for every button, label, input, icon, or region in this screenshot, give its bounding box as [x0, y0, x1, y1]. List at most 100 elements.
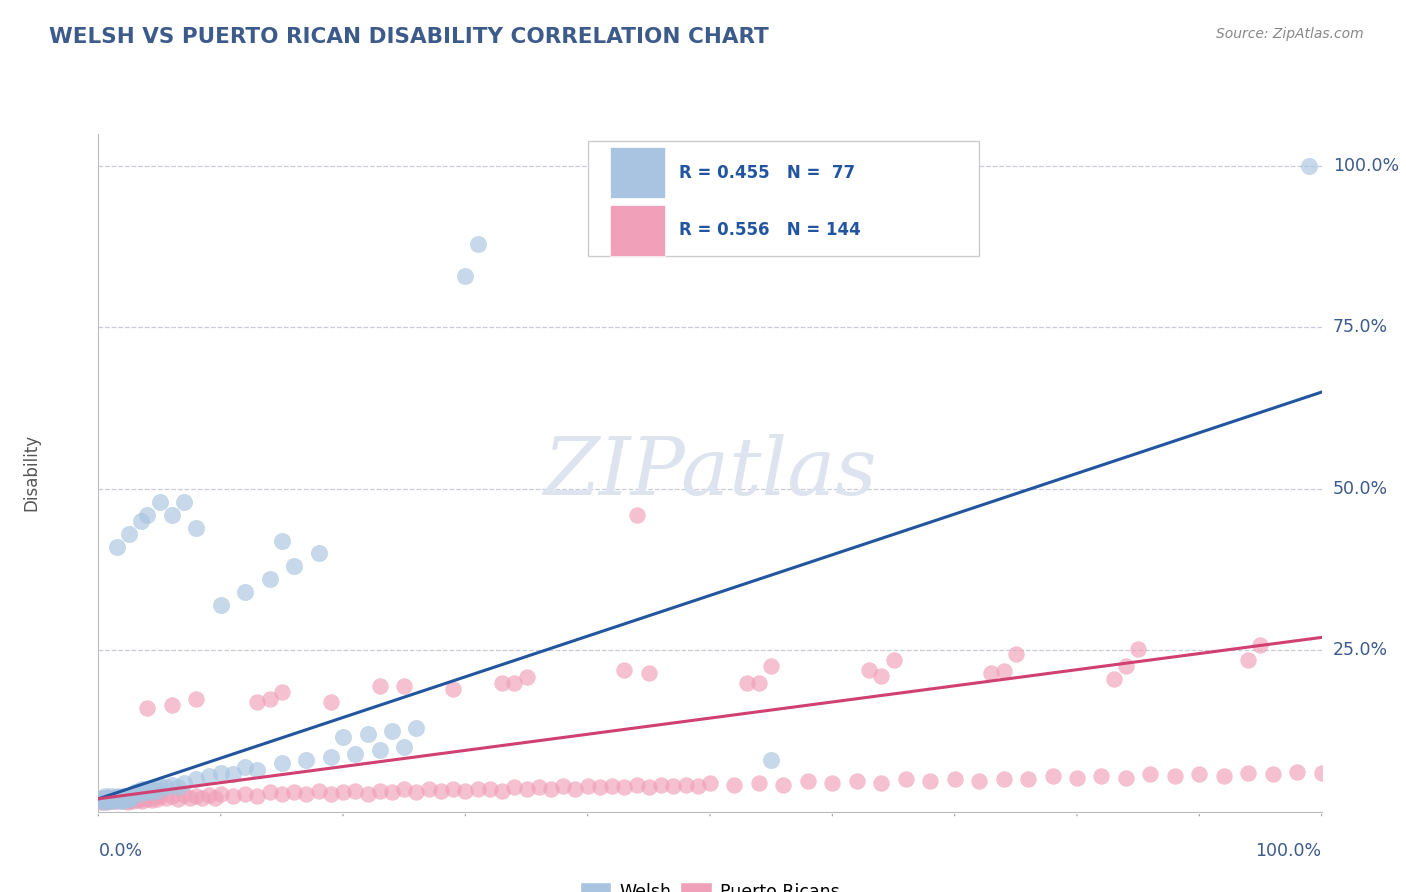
Point	[1286, 764, 1309, 779]
Point	[118, 789, 141, 803]
Point	[662, 779, 685, 793]
Point	[344, 784, 367, 798]
Point	[89, 793, 111, 807]
Point	[108, 794, 131, 808]
Point	[1115, 771, 1137, 785]
Point	[129, 514, 152, 528]
Point	[1212, 769, 1234, 783]
Point	[93, 789, 115, 803]
Point	[259, 785, 281, 799]
Point	[1249, 638, 1271, 652]
Point	[98, 794, 121, 808]
Point	[139, 790, 162, 805]
Point	[143, 789, 166, 804]
Point	[675, 778, 697, 792]
Point	[1128, 642, 1150, 657]
Point	[600, 779, 623, 793]
Point	[120, 792, 142, 806]
Point	[197, 769, 219, 783]
Point	[97, 790, 120, 805]
Point	[1017, 772, 1039, 787]
Point	[283, 559, 305, 574]
Point	[124, 790, 146, 805]
FancyBboxPatch shape	[588, 141, 979, 256]
Point	[179, 790, 201, 805]
Point	[381, 724, 404, 739]
Text: Disability: Disability	[22, 434, 41, 511]
Point	[1188, 767, 1211, 781]
Point	[94, 793, 117, 807]
Point	[1310, 766, 1333, 780]
Point	[167, 792, 190, 806]
Point	[111, 792, 134, 806]
Text: 25.0%: 25.0%	[1333, 641, 1388, 659]
Point	[91, 794, 114, 808]
Point	[381, 785, 404, 799]
Point	[270, 787, 294, 801]
Legend: Welsh, Puerto Ricans: Welsh, Puerto Ricans	[572, 875, 848, 892]
Point	[1261, 767, 1284, 781]
Point	[723, 778, 745, 792]
Point	[454, 268, 477, 283]
Point	[1115, 659, 1137, 673]
Point	[503, 780, 526, 794]
Point	[97, 792, 120, 806]
Point	[626, 778, 648, 792]
Point	[748, 775, 770, 789]
Point	[127, 784, 149, 798]
Point	[104, 790, 127, 805]
Point	[134, 785, 156, 799]
Point	[155, 780, 177, 794]
Point	[112, 789, 135, 804]
Point	[686, 779, 709, 793]
Point	[1237, 653, 1260, 667]
Text: 75.0%: 75.0%	[1333, 318, 1388, 336]
Point	[136, 784, 159, 798]
Point	[94, 792, 117, 806]
Point	[405, 785, 427, 799]
Point	[356, 727, 378, 741]
Point	[141, 785, 163, 799]
Point	[797, 773, 820, 788]
Point	[129, 792, 152, 806]
Point	[418, 782, 440, 797]
Point	[332, 785, 354, 799]
Point	[110, 790, 132, 805]
Point	[993, 664, 1015, 678]
Point	[772, 778, 794, 792]
Point	[186, 772, 208, 787]
Point	[233, 759, 256, 773]
Point	[392, 782, 416, 797]
Point	[141, 793, 163, 807]
Point	[515, 670, 537, 684]
Point	[143, 780, 166, 794]
Point	[155, 790, 177, 805]
Point	[467, 236, 489, 251]
Text: 100.0%: 100.0%	[1333, 157, 1399, 175]
Point	[91, 792, 114, 806]
Point	[845, 773, 868, 788]
Point	[209, 766, 232, 780]
Point	[103, 794, 125, 808]
Point	[118, 527, 141, 541]
Point	[111, 792, 134, 806]
Point	[186, 691, 208, 706]
Point	[108, 793, 131, 807]
Point	[1004, 647, 1026, 661]
Point	[101, 792, 124, 806]
Point	[295, 753, 318, 767]
Point	[319, 695, 342, 709]
Point	[111, 793, 134, 807]
Point	[121, 794, 143, 808]
Point	[103, 794, 125, 808]
Point	[295, 787, 318, 801]
Point	[1237, 766, 1260, 780]
Point	[149, 495, 172, 509]
Point	[160, 508, 183, 522]
Point	[209, 598, 232, 612]
Point	[613, 780, 636, 794]
Text: 0.0%: 0.0%	[98, 842, 142, 860]
Point	[136, 508, 159, 522]
Point	[1298, 159, 1320, 173]
Point	[139, 782, 162, 797]
